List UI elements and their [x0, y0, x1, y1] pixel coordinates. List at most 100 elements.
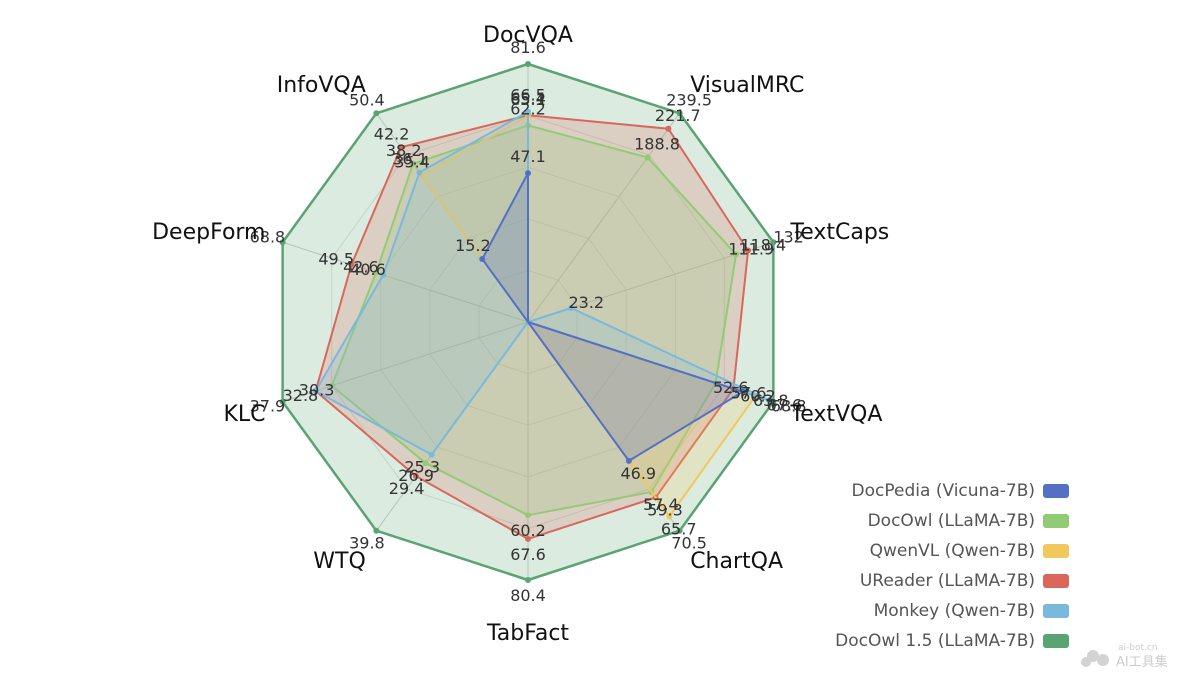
watermark-line2: AI工具集: [1116, 654, 1168, 670]
value-label: 67.6: [510, 545, 546, 564]
radar-value-labels: 47.1 60.2 46.9 15.2 62.2 188.8 111.9 52.6 57.4 60…: [250, 38, 807, 605]
value-label: 63.8: [753, 391, 789, 410]
axis-label: TextVQA: [790, 402, 883, 427]
legend-label: DocPedia (Vicuna-7B): [852, 481, 1035, 501]
axis-label: VisualMRC: [690, 73, 804, 98]
data-point: [348, 261, 355, 268]
axis-label: KLC: [223, 402, 265, 427]
legend-label: DocOwl (LLaMA-7B): [868, 511, 1035, 531]
value-label: 46.9: [620, 464, 656, 483]
data-point: [428, 451, 435, 458]
data-point: [410, 160, 417, 167]
data-point: [398, 144, 405, 151]
axis-spoke: [282, 321, 529, 403]
axis-label: WTQ: [313, 549, 366, 574]
value-label: 32.8: [283, 386, 319, 405]
legend-item: UReader (LLaMA-7B): [860, 571, 1069, 591]
value-label: 26.9: [398, 466, 434, 485]
series-4: [312, 108, 773, 458]
data-point: [373, 527, 380, 534]
value-label: 35.4: [394, 153, 430, 172]
value-label: 80.4: [510, 586, 546, 605]
axis-label: DocVQA: [483, 23, 573, 48]
data-point: [568, 304, 575, 311]
data-point: [279, 398, 286, 405]
legend-item: QwenVL (Qwen-7B): [870, 541, 1069, 561]
value-label: 42.6: [343, 258, 379, 277]
value-label: 38.2: [386, 141, 422, 160]
legend-item: DocPedia (Vicuna-7B): [852, 481, 1069, 501]
legend-label: DocOwl 1.5 (LLaMA-7B): [835, 631, 1035, 651]
value-label: 36.1: [392, 150, 428, 169]
data-point: [666, 513, 673, 520]
value-label: 47.1: [510, 147, 546, 166]
data-point: [312, 387, 319, 394]
data-point: [733, 251, 740, 258]
legend-swatch: [1043, 634, 1069, 648]
data-point: [525, 170, 531, 177]
value-label: 37.9: [250, 397, 286, 416]
data-point: [676, 527, 683, 534]
watermark: ai-bot.cn AI工具集: [1081, 643, 1168, 670]
value-label: 132: [773, 227, 804, 246]
axis-label: DeepForm: [152, 220, 265, 245]
value-label: 239.5: [666, 90, 712, 109]
data-point: [525, 512, 531, 519]
legend-swatch: [1043, 484, 1069, 498]
data-point: [373, 110, 380, 117]
value-label: 118.4: [740, 236, 786, 255]
value-label: 111.9: [728, 240, 774, 259]
data-point: [525, 577, 531, 583]
value-label: 50.4: [349, 90, 385, 109]
data-point: [665, 125, 672, 132]
data-point: [380, 271, 387, 278]
value-label: 67.6: [766, 395, 802, 414]
data-point: [416, 169, 423, 176]
axis-spoke: [282, 241, 529, 323]
data-point: [479, 256, 486, 263]
value-label: 60.2: [740, 387, 776, 406]
legend-label: UReader (LLaMA-7B): [860, 571, 1035, 591]
legend-item: DocOwl 1.5 (LLaMA-7B): [835, 631, 1069, 651]
series-0: [479, 170, 746, 464]
value-label: 49.5: [318, 250, 354, 269]
data-point: [525, 108, 531, 115]
data-point: [328, 382, 335, 389]
chart-legend: DocPedia (Vicuna-7B) DocOwl (LLaMA-7B) Qwe…: [835, 481, 1069, 651]
value-label: 42.2: [374, 124, 410, 143]
value-label: 65.4: [510, 89, 546, 108]
value-label: 65.7: [661, 520, 697, 539]
value-label: 25.3: [404, 458, 440, 477]
legend-swatch: [1043, 574, 1069, 588]
data-point: [422, 460, 429, 467]
watermark-logo-icon: [1081, 650, 1109, 667]
value-label: 29.4: [389, 479, 425, 498]
legend-swatch: [1043, 514, 1069, 528]
data-point: [766, 397, 773, 404]
value-label: 23.2: [568, 293, 604, 312]
radar-series: [279, 61, 777, 583]
legend-swatch: [1043, 604, 1069, 618]
radar-axis-labels: DocVQA VisualMRC TextCaps TextVQA ChartQA Tab…: [152, 23, 889, 646]
value-label: 221.7: [655, 106, 701, 125]
axis-label: ChartQA: [690, 549, 783, 574]
data-point: [770, 239, 777, 246]
data-point: [625, 457, 632, 464]
data-point: [644, 154, 651, 161]
value-label: 188.8: [634, 135, 680, 154]
legend-item: Monkey (Qwen-7B): [874, 601, 1069, 621]
data-point: [525, 535, 531, 542]
legend-label: QwenVL (Qwen-7B): [870, 541, 1035, 561]
value-label: 59.3: [647, 501, 683, 520]
data-point: [373, 269, 380, 276]
data-point: [676, 110, 683, 117]
value-label: 15.2: [455, 236, 491, 255]
value-label: 65.1: [510, 90, 546, 109]
value-label: 68.8: [250, 227, 286, 246]
axis-label: TabFact: [486, 621, 569, 646]
data-point: [745, 247, 752, 254]
axis-spoke: [527, 112, 681, 323]
value-label: 39.8: [349, 534, 385, 553]
watermark-line1: ai-bot.cn: [1118, 643, 1158, 653]
